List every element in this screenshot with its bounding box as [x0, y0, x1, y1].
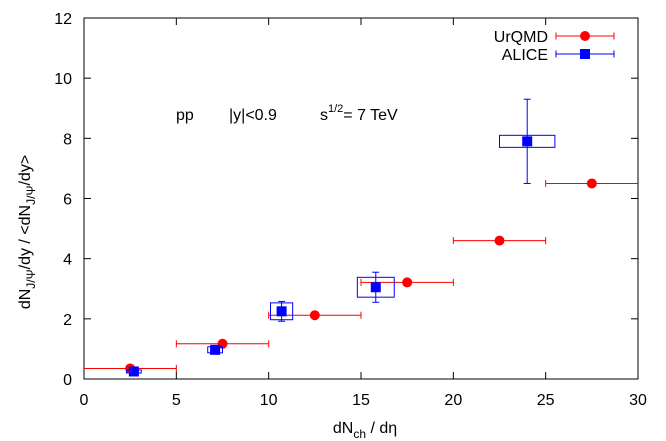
legend-marker-urqmd	[580, 31, 590, 41]
tick-labels: 0 5 10 15 20 25 30 0 2 4 6 8 10 12	[54, 11, 647, 409]
legend-marker-alice	[580, 49, 590, 59]
annotation-pp: pp	[176, 107, 194, 124]
legend-label-urqmd: UrQMD	[494, 29, 548, 46]
urqmd-point	[309, 310, 320, 321]
legend-label-alice: ALICE	[502, 47, 548, 64]
y-axis-label-sub2: J/Ψ	[24, 186, 38, 205]
x-tick-label: 5	[172, 392, 181, 409]
urqmd-point	[402, 277, 413, 288]
x-axis-label-rest: / dη	[366, 420, 397, 437]
x-tick-label: 20	[444, 392, 462, 409]
urqmd-point	[586, 178, 597, 189]
y-tick-label: 10	[54, 71, 72, 88]
x-tick-label: 10	[260, 392, 278, 409]
y-tick-label: 4	[63, 252, 72, 269]
x-tick-label: 25	[537, 392, 555, 409]
y-tick-label: 12	[54, 11, 72, 28]
y-axis-label-part1: dN	[17, 289, 34, 309]
annotation-sqrt-s: s	[320, 107, 328, 124]
y-tick-label: 8	[63, 131, 72, 148]
annotation-energy-value: = 7 TeV	[343, 107, 398, 124]
alice-point	[128, 366, 139, 377]
alice-point	[370, 282, 381, 293]
alice-point	[522, 136, 533, 147]
y-axis-label-part3: /dy>	[17, 155, 34, 186]
y-tick-label: 0	[63, 372, 72, 389]
x-tick-label: 0	[80, 392, 89, 409]
x-tick-label: 30	[629, 392, 647, 409]
y-axis-label: dNJ/Ψ/dy / <dNJ/Ψ/dy>	[17, 155, 38, 309]
urqmd-point	[494, 235, 505, 246]
alice-point	[210, 344, 221, 355]
annotation-energy: s1/2= 7 TeV	[320, 103, 398, 124]
y-tick-label: 2	[63, 312, 72, 329]
plot-frame	[83, 17, 639, 380]
axes	[83, 17, 639, 380]
x-axis-label: dNch / dη	[333, 420, 397, 441]
annotation-sqrt-exponent: 1/2	[328, 103, 343, 115]
annotation-rapidity: |y|<0.9	[229, 107, 277, 124]
y-axis-label-part2: /dy / <dN	[17, 205, 34, 269]
x-tick-label: 15	[352, 392, 370, 409]
x-axis-label-sub: ch	[353, 427, 366, 441]
y-tick-label: 6	[63, 192, 72, 209]
x-axis-label-main: dN	[333, 420, 353, 437]
plot-data	[84, 98, 638, 377]
y-axis-label-sub1: J/Ψ	[24, 269, 38, 288]
alice-point	[276, 306, 287, 317]
